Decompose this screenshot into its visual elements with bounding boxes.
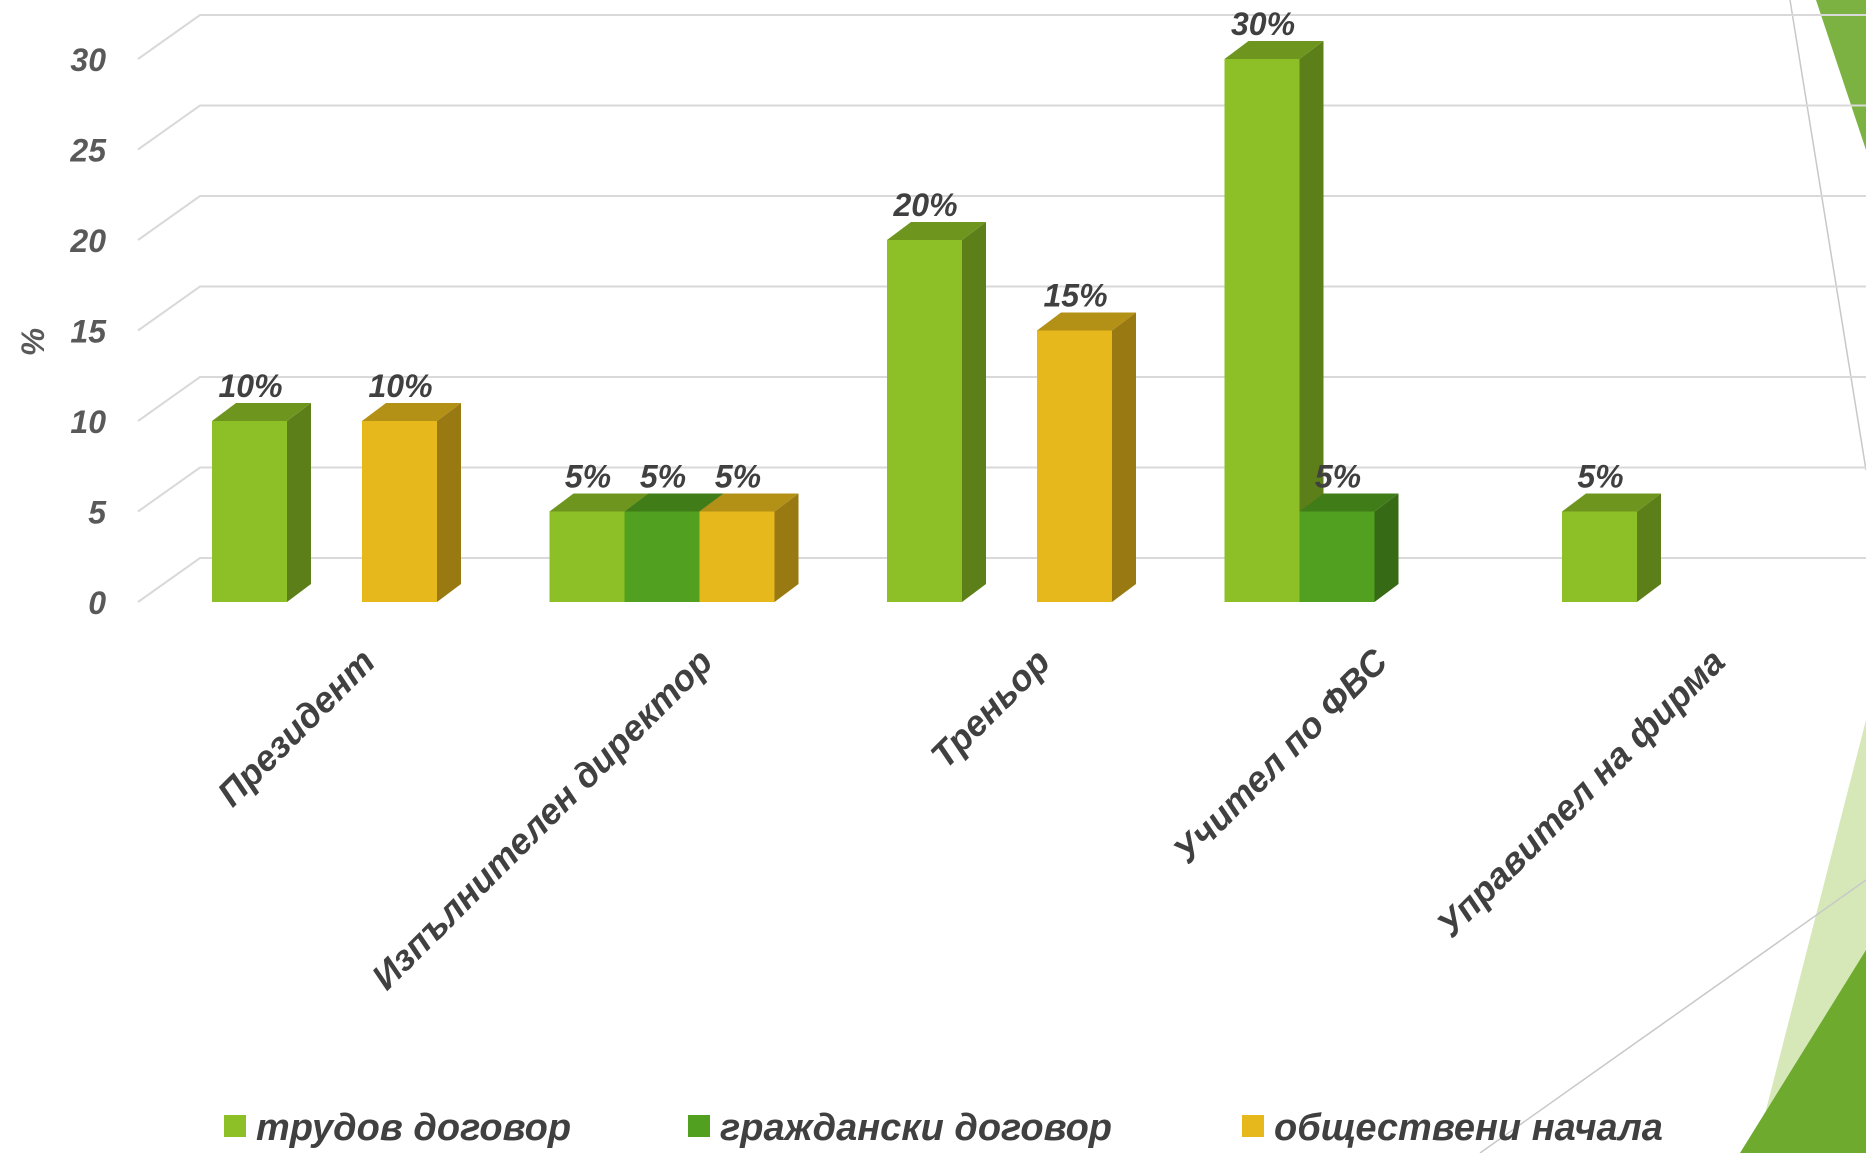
category-label: Учител по ФВС xyxy=(1165,640,1396,871)
bar-top xyxy=(1037,312,1136,331)
bar-2-4 xyxy=(1299,493,1399,602)
bar-3-1 xyxy=(362,403,461,602)
legend-label: граждански договор xyxy=(720,1107,1112,1149)
bar-side xyxy=(1112,312,1136,602)
bar-3-3 xyxy=(1037,312,1136,602)
gridline xyxy=(137,14,1866,60)
bar-1-5 xyxy=(1562,493,1661,602)
bar-1-1 xyxy=(212,403,311,602)
decor-shape-bottom-right-dark xyxy=(1740,950,1866,1153)
y-tick-label: 10 xyxy=(70,404,106,440)
value-label: 10% xyxy=(368,368,432,404)
slide-decoration xyxy=(1479,0,1866,1153)
bar-front xyxy=(1037,330,1112,602)
legend-item: трудов договор xyxy=(224,1107,571,1149)
value-label: 5% xyxy=(640,459,686,495)
value-label: 15% xyxy=(1043,278,1107,314)
bar-front xyxy=(624,511,700,602)
bar-front xyxy=(362,421,437,602)
value-label: 20% xyxy=(892,187,957,223)
category-label: Президент xyxy=(209,641,382,814)
bar-side xyxy=(962,222,986,602)
bar-side xyxy=(287,403,311,602)
category-label: Управител на фирма xyxy=(1428,641,1732,945)
bar-top xyxy=(699,493,799,512)
bar-top xyxy=(1562,493,1661,512)
legend-label: трудов договор xyxy=(256,1107,571,1149)
bar-front xyxy=(1224,59,1300,602)
bar-side xyxy=(437,403,461,602)
value-label: 5% xyxy=(1577,459,1623,495)
value-label: 5% xyxy=(565,459,611,495)
legend: трудов договор граждански договор обществе… xyxy=(224,1107,1663,1149)
value-label: 30% xyxy=(1231,6,1295,42)
bar-top xyxy=(1224,41,1324,59)
bar-front xyxy=(1562,511,1637,602)
y-tick-label: 20 xyxy=(69,223,106,259)
bar-side xyxy=(774,493,799,602)
bar-1-3 xyxy=(887,222,986,602)
bar-top xyxy=(887,222,986,240)
bar-front xyxy=(1299,511,1375,602)
bar-top xyxy=(362,403,461,421)
legend-label: обществени начала xyxy=(1274,1107,1663,1149)
bar-side xyxy=(1299,41,1324,602)
decor-shape-top-right xyxy=(1816,0,1866,150)
bar-top xyxy=(1299,493,1399,512)
y-tick-label: 30 xyxy=(70,42,106,78)
value-labels: 10% 10% 5% 5% 5% 20% 15% 30% 5% 5% xyxy=(218,6,1623,495)
category-label: Треньор xyxy=(922,641,1057,776)
bar-top xyxy=(549,493,649,512)
value-label: 5% xyxy=(1315,459,1361,495)
category-label: Изпълнителен директор xyxy=(363,641,720,998)
value-label: 10% xyxy=(218,368,282,404)
bar-3-2 xyxy=(699,493,799,602)
y-axis-ticks: 0 5 10 15 20 25 30 xyxy=(69,42,107,621)
legend-swatch xyxy=(688,1115,710,1137)
bar-front xyxy=(699,511,775,602)
bar-front xyxy=(887,240,962,602)
bar-top xyxy=(212,403,311,421)
legend-swatch xyxy=(1242,1115,1264,1137)
y-tick-label: 15 xyxy=(70,314,107,350)
bar-front xyxy=(549,511,625,602)
bar-1-4 xyxy=(1224,41,1324,602)
bar-side xyxy=(1374,493,1399,602)
y-tick-label: 5 xyxy=(88,495,107,531)
bar-top xyxy=(624,493,724,512)
bars xyxy=(212,41,1661,602)
y-axis-title: % xyxy=(15,328,51,356)
bar-front xyxy=(212,421,287,602)
y-tick-label: 25 xyxy=(69,133,107,169)
decor-lines xyxy=(1479,0,1866,1153)
legend-item: граждански договор xyxy=(688,1107,1112,1149)
bar-side xyxy=(1637,493,1661,602)
legend-swatch xyxy=(224,1115,246,1137)
value-label: 5% xyxy=(715,459,761,495)
y-tick-label: 0 xyxy=(88,585,106,621)
gridline xyxy=(137,104,1866,151)
legend-item: обществени начала xyxy=(1242,1107,1663,1149)
gridline xyxy=(137,285,1866,332)
gridline xyxy=(137,195,1866,241)
